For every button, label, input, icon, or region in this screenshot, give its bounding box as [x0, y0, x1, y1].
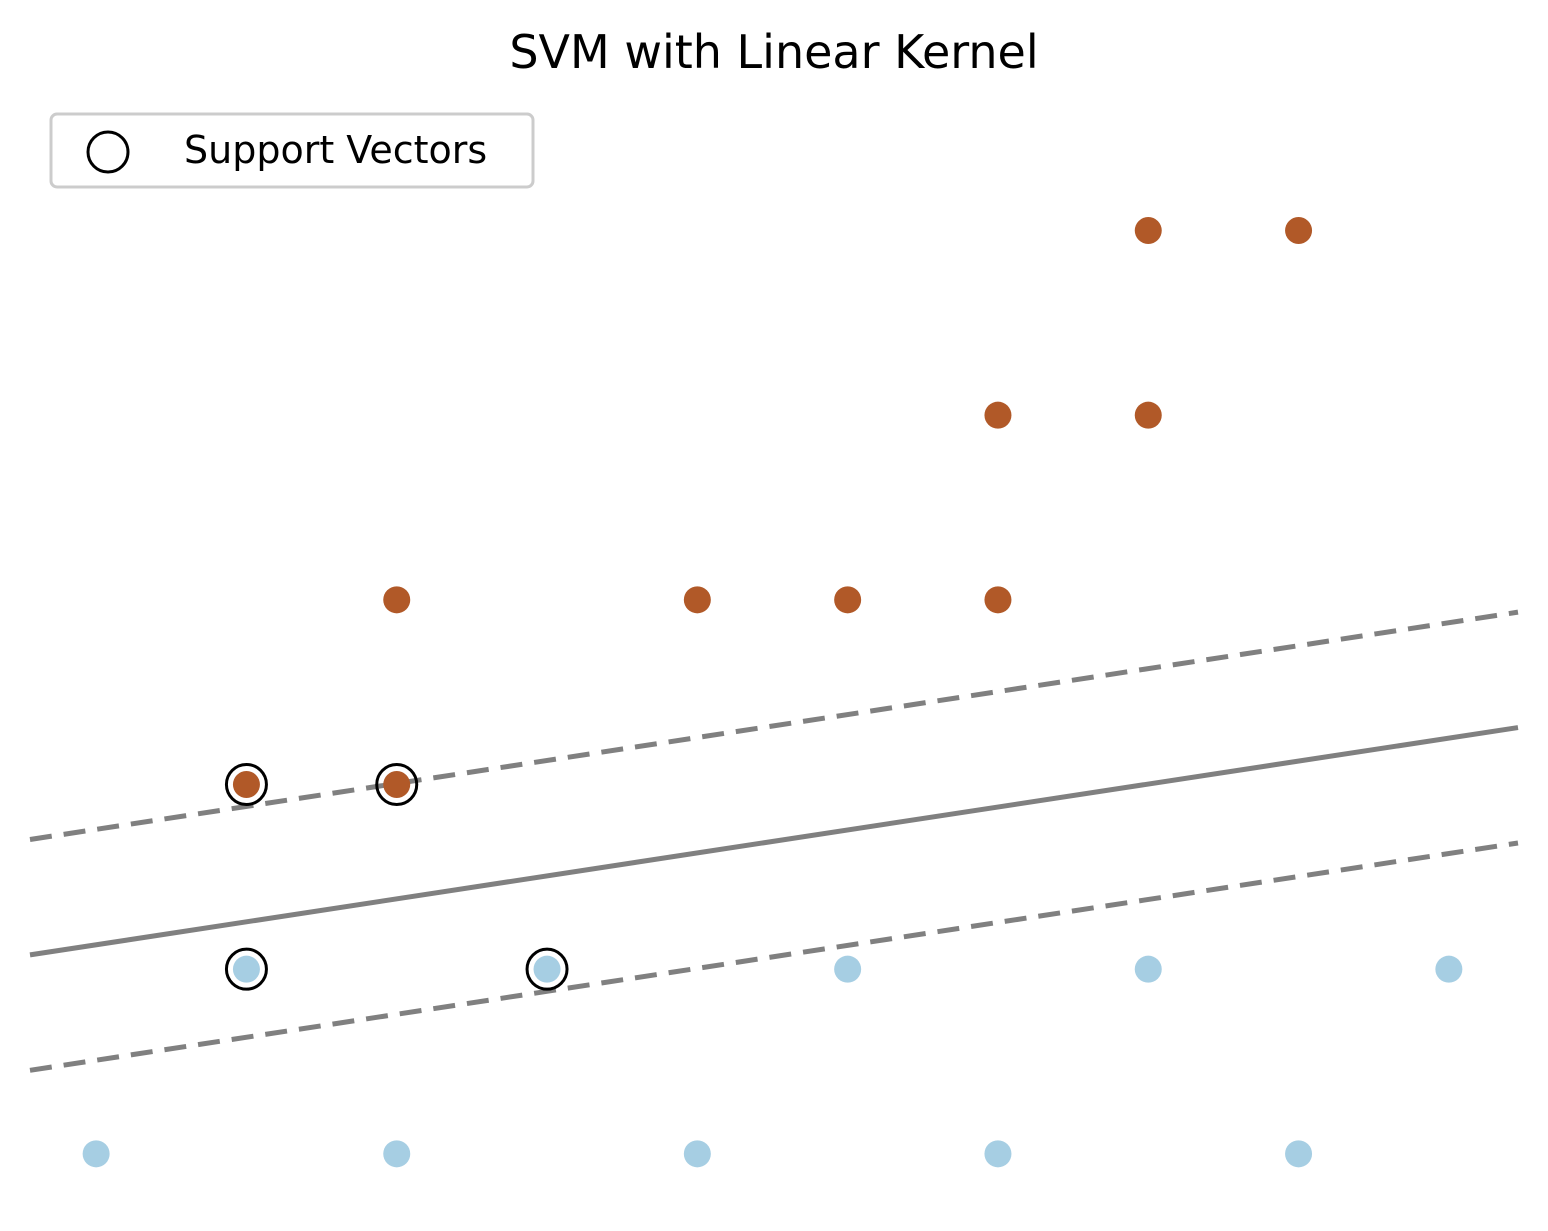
data-point-negative-9: [1285, 1140, 1313, 1168]
legend-label-support-vectors: Support Vectors: [184, 128, 487, 172]
chart-title: SVM with Linear Kernel: [509, 25, 1038, 79]
legend-marker-support-vectors: [86, 130, 130, 174]
data-point-negative-2: [834, 955, 862, 983]
data-point-negative-1: [533, 955, 561, 983]
data-point-positive-1: [1285, 217, 1313, 244]
legend-frame: [49, 112, 535, 189]
support-vectors-layer: [224, 763, 569, 991]
legend: Support Vectors: [49, 112, 535, 189]
data-point-positive-5: [683, 586, 711, 614]
support-vector-marker-3: [525, 947, 569, 991]
data-point-negative-7: [683, 1140, 711, 1168]
data-point-negative-8: [984, 1140, 1012, 1168]
upper-margin-line: [29, 609, 1519, 842]
support-vector-marker-0: [224, 763, 268, 806]
data-point-negative-5: [82, 1140, 110, 1168]
data-point-negative-6: [383, 1140, 411, 1168]
support-vector-marker-2: [224, 947, 268, 991]
decision-boundary-line: [29, 725, 1519, 958]
data-point-negative-0: [232, 955, 260, 983]
data-point-positive-4: [383, 586, 411, 614]
lower-margin-line: [29, 840, 1519, 1073]
data-points-layer: [82, 217, 1463, 1168]
data-point-positive-7: [984, 586, 1012, 614]
data-point-negative-3: [1134, 955, 1162, 983]
data-point-negative-4: [1435, 955, 1463, 983]
decision-boundary-layer: [29, 609, 1519, 1073]
data-point-positive-3: [1134, 401, 1162, 429]
data-point-positive-6: [834, 586, 862, 614]
data-point-positive-0: [1134, 217, 1162, 244]
data-point-positive-2: [984, 401, 1012, 429]
support-vector-marker-1: [375, 763, 419, 806]
data-point-positive-9: [383, 771, 411, 798]
data-point-positive-8: [232, 771, 260, 798]
